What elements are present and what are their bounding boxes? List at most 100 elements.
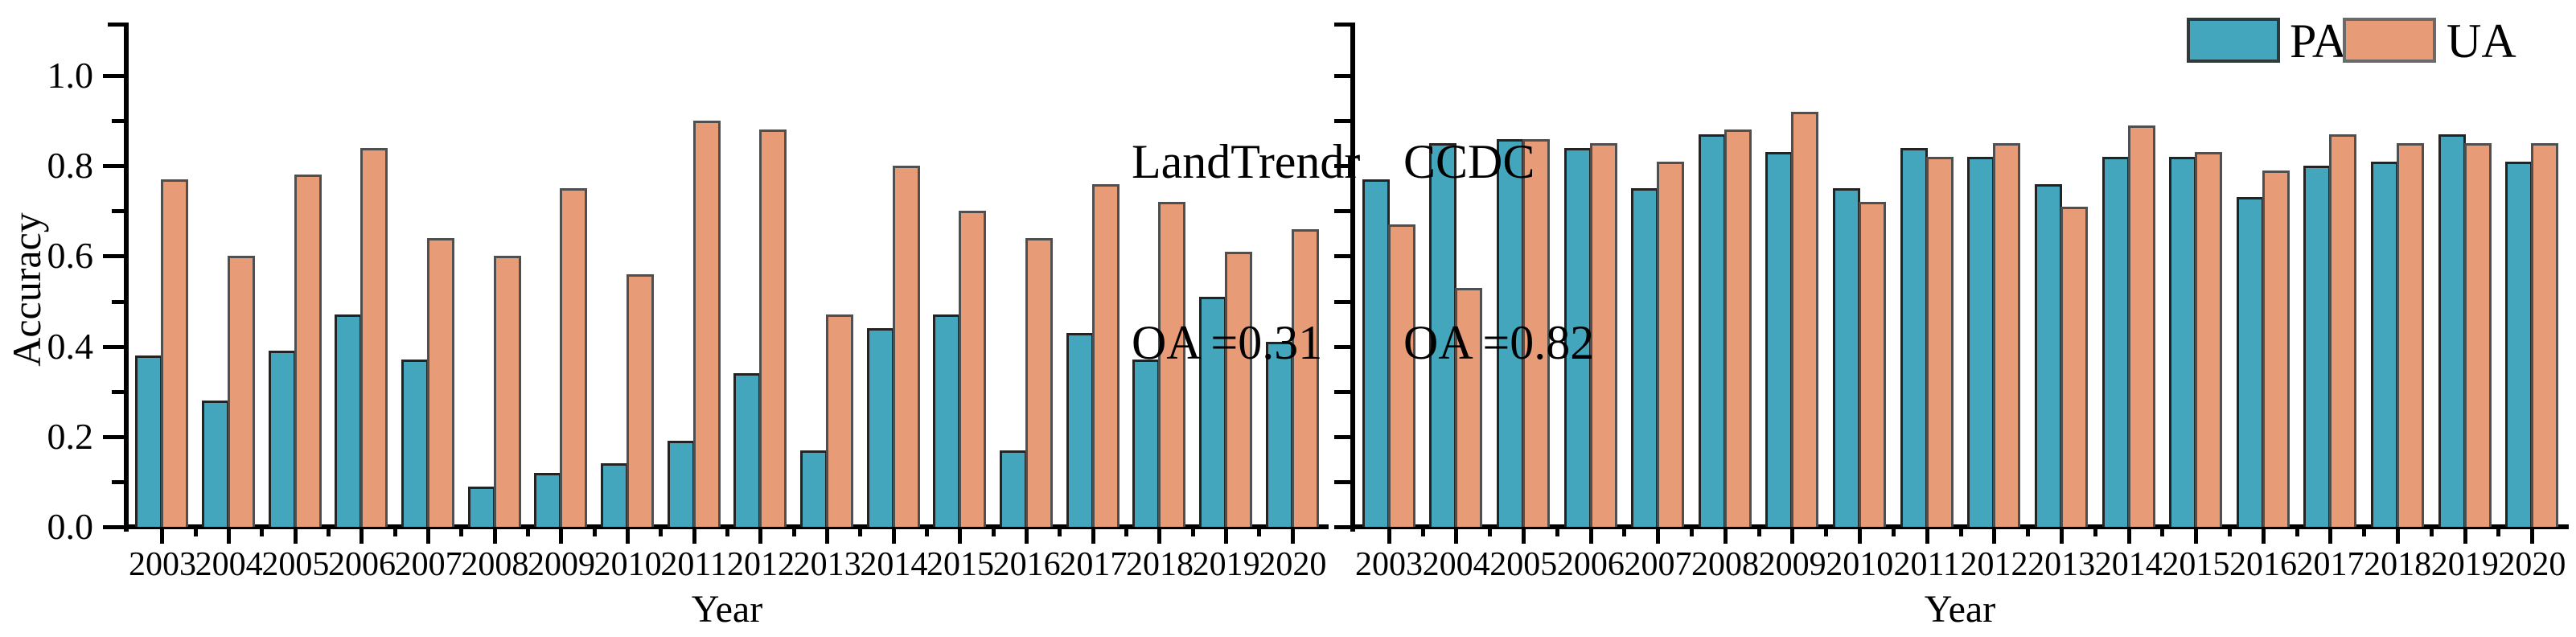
- y-major-tick: [103, 344, 124, 349]
- x-major-tick: [2194, 529, 2199, 544]
- x-tick-label: 2012: [727, 546, 795, 583]
- panel-ccdc-title: CCDC: [1403, 135, 1535, 188]
- x-major-tick: [1858, 529, 1863, 544]
- x-minor-tick: [392, 529, 397, 536]
- x-tick-label: 2013: [2028, 546, 2096, 583]
- bar-ua-2007: [427, 238, 454, 527]
- x-tick-label: 2004: [195, 546, 263, 583]
- x-major-tick: [825, 529, 829, 544]
- x-tick-label: 2003: [1355, 546, 1423, 583]
- x-major-tick: [891, 529, 896, 544]
- x-minor-tick: [1488, 529, 1493, 536]
- y-axis-end-cap-tick: [1334, 23, 1350, 27]
- y-tick-label: 0.4: [47, 325, 94, 367]
- x-minor-tick: [592, 529, 597, 536]
- y-minor-tick: [1334, 479, 1350, 484]
- bar-ua-2012: [759, 129, 787, 527]
- bar-ua-2018: [1158, 202, 1186, 527]
- bar-pa-2019: [2438, 134, 2466, 527]
- x-major-tick: [1588, 529, 1593, 544]
- x-axis-label-right: Year: [1924, 588, 1996, 631]
- x-major-tick: [2463, 529, 2467, 544]
- bar-pa-2013: [2034, 184, 2062, 527]
- bar-pa-2003: [1362, 179, 1390, 527]
- y-minor-tick: [112, 209, 124, 214]
- y-minor-tick: [1334, 209, 1350, 214]
- bar-pa-2010: [601, 463, 628, 527]
- x-tick-label: 2006: [1556, 546, 1625, 583]
- x-major-tick: [626, 529, 630, 544]
- x-tick-label: 2005: [261, 546, 330, 583]
- bar-ua-2005: [1522, 139, 1551, 527]
- bar-pa-2014: [2101, 157, 2130, 527]
- y-axis-end-cap-tick: [108, 23, 124, 27]
- x-major-tick: [958, 529, 963, 544]
- x-tick-label: 2009: [528, 546, 595, 583]
- x-minor-tick: [327, 529, 331, 536]
- bar-ua-2016: [1025, 238, 1053, 527]
- bar-ua-2009: [1791, 112, 1819, 527]
- x-major-tick: [359, 529, 364, 544]
- x-major-tick: [492, 529, 497, 544]
- bar-pa-2012: [1967, 157, 1995, 527]
- x-axis-baseline: [1350, 524, 2569, 529]
- x-minor-tick: [1420, 529, 1425, 536]
- bar-ua-2013: [826, 314, 853, 527]
- x-tick-label: 2020: [1259, 546, 1327, 583]
- bar-pa-2011: [1900, 148, 1928, 527]
- panel-ccdc-oa-annotation: OA =0.82: [1403, 316, 1595, 369]
- bar-pa-2013: [800, 450, 828, 527]
- bar-pa-2017: [1066, 333, 1094, 527]
- x-major-tick: [2261, 529, 2266, 544]
- bar-ua-2016: [2262, 171, 2290, 527]
- x-tick-label: 2019: [1192, 546, 1260, 583]
- bar-pa-2009: [534, 473, 562, 527]
- x-minor-tick: [1891, 529, 1896, 536]
- legend-swatch-pa: [2187, 18, 2280, 63]
- x-minor-tick: [526, 529, 530, 536]
- x-minor-tick: [2093, 529, 2097, 536]
- x-major-tick: [559, 529, 564, 544]
- x-tick-label: 2011: [660, 546, 727, 583]
- y-axis-spine: [1350, 23, 1355, 532]
- panel-landtrendr-title-block: LandTrendr OA =0.31: [1132, 11, 1360, 494]
- bar-ua-2018: [2396, 143, 2424, 527]
- y-major-tick: [103, 434, 124, 439]
- x-minor-tick: [791, 529, 796, 536]
- x-tick-label: 2009: [1758, 546, 1826, 583]
- x-axis-baseline: [124, 524, 1329, 529]
- x-tick-label: 2005: [1489, 546, 1558, 583]
- x-major-tick: [426, 529, 430, 544]
- x-tick-label: 2006: [328, 546, 396, 583]
- x-minor-tick: [2026, 529, 2031, 536]
- x-tick-label: 2018: [1126, 546, 1194, 583]
- x-tick-label: 2008: [1691, 546, 1760, 583]
- y-tick-label: 0.2: [47, 415, 94, 457]
- x-tick-label: 2019: [2430, 546, 2499, 583]
- x-minor-tick: [2429, 529, 2434, 536]
- x-major-tick: [2530, 529, 2535, 544]
- legend-swatch-ua: [2343, 18, 2436, 63]
- bar-ua-2008: [1723, 129, 1752, 527]
- x-minor-tick: [1555, 529, 1559, 536]
- x-minor-tick: [193, 529, 198, 536]
- x-major-tick: [692, 529, 696, 544]
- bar-pa-2020: [2505, 162, 2533, 527]
- x-minor-tick: [260, 529, 265, 536]
- bar-pa-2017: [2303, 166, 2332, 527]
- x-minor-tick: [2496, 529, 2501, 536]
- bar-ua-2012: [1993, 143, 2021, 527]
- bar-ua-2013: [2060, 207, 2088, 527]
- x-tick-label: 2018: [2364, 546, 2432, 583]
- bar-ua-2020: [2531, 143, 2559, 527]
- legend-label-ua: UA: [2447, 14, 2516, 68]
- legend-label-pa: PA: [2290, 14, 2348, 68]
- x-minor-tick: [925, 529, 929, 536]
- bar-pa-2008: [1698, 134, 1726, 527]
- bar-ua-2014: [892, 166, 920, 527]
- bar-pa-2006: [335, 314, 363, 527]
- y-minor-tick: [112, 119, 124, 124]
- bar-ua-2008: [493, 256, 521, 527]
- x-major-tick: [2059, 529, 2064, 544]
